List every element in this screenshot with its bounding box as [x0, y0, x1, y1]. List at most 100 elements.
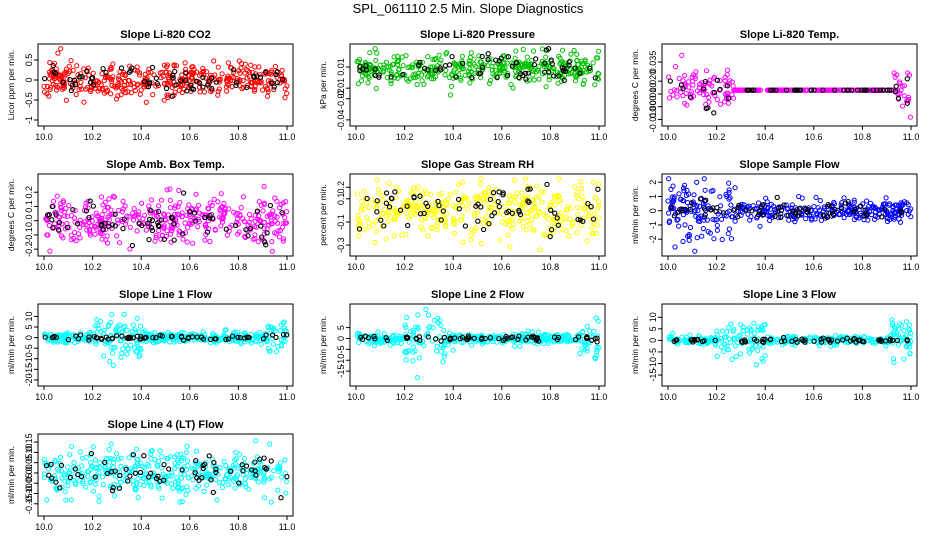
y-tick-label: 5 — [648, 326, 658, 331]
data-point — [380, 211, 386, 217]
data-point — [118, 455, 124, 461]
x-tick-label: 10.6 — [805, 132, 823, 142]
data-point — [774, 194, 780, 201]
data-point — [280, 238, 286, 244]
data-point — [367, 50, 373, 56]
data-point — [250, 473, 256, 479]
data-point — [778, 214, 784, 220]
data-point — [421, 210, 427, 217]
data-point — [504, 218, 510, 224]
data-point — [825, 201, 831, 208]
data-point — [116, 240, 123, 246]
data-point — [691, 192, 697, 198]
data-point — [551, 73, 557, 79]
data-point — [407, 76, 413, 82]
data-point — [118, 463, 124, 470]
data-point — [726, 324, 732, 330]
data-point — [110, 193, 116, 199]
data-point — [569, 223, 575, 229]
data-point — [107, 320, 113, 326]
data-point — [256, 213, 262, 219]
x-tick-label: 10.6 — [181, 522, 199, 532]
data-point — [361, 227, 367, 233]
data-point — [193, 448, 200, 454]
data-point — [682, 206, 688, 213]
data-point — [279, 67, 285, 73]
data-point — [756, 208, 762, 215]
data-point — [240, 216, 246, 222]
data-point — [393, 195, 399, 201]
data-point — [180, 231, 186, 237]
data-point — [150, 334, 156, 341]
data-point — [386, 180, 392, 186]
data-point — [783, 87, 790, 93]
data-point — [255, 80, 261, 86]
data-point — [396, 188, 402, 194]
data-point — [441, 353, 447, 359]
data-point — [697, 196, 704, 202]
data-point — [135, 462, 141, 469]
data-point — [89, 463, 95, 469]
data-point — [488, 205, 494, 211]
data-point — [465, 69, 471, 75]
data-point — [269, 248, 275, 254]
y-tick-label: 0.020 — [648, 70, 658, 93]
data-point — [104, 470, 110, 477]
data-point — [844, 335, 850, 341]
data-point — [121, 216, 127, 222]
data-point — [193, 191, 199, 197]
data-point — [767, 212, 773, 218]
data-point — [140, 216, 146, 222]
data-point — [724, 72, 730, 78]
data-point — [596, 71, 602, 77]
data-point — [373, 85, 379, 92]
data-point — [65, 483, 71, 489]
data-point — [726, 187, 732, 193]
data-point — [142, 71, 148, 77]
data-point — [190, 331, 196, 337]
data-point — [93, 341, 99, 347]
data-point — [262, 465, 268, 471]
data-point — [773, 87, 779, 93]
data-point — [578, 179, 584, 185]
data-point — [229, 73, 235, 79]
data-point — [671, 87, 678, 93]
data-point — [727, 78, 733, 84]
data-point — [160, 471, 166, 477]
data-point — [721, 99, 728, 105]
data-point — [128, 342, 134, 348]
data-point — [686, 84, 692, 90]
data-point — [509, 63, 515, 69]
data-point — [110, 362, 117, 368]
data-point — [120, 346, 126, 352]
data-point — [490, 195, 496, 201]
data-point — [421, 81, 427, 87]
y-tick-label: 0.2 — [336, 181, 346, 194]
data-point — [584, 348, 590, 354]
data-point — [756, 87, 762, 93]
data-point — [103, 237, 109, 243]
chart-panel: Slope Amb. Box Temp.10.0 10.2 10.4 10.6 10.8… — [6, 159, 295, 272]
data-point — [829, 206, 835, 213]
plot-frame — [661, 173, 918, 257]
data-point — [113, 333, 120, 339]
data-point — [102, 74, 109, 81]
data-point — [443, 67, 449, 74]
data-point — [119, 333, 125, 339]
data-point — [84, 68, 90, 75]
data-point — [792, 219, 798, 225]
data-point — [728, 236, 735, 242]
data-point — [428, 192, 434, 198]
x-tick-label: 10.4 — [444, 392, 462, 402]
data-point — [864, 87, 870, 93]
data-point — [397, 207, 404, 213]
data-point — [680, 238, 686, 244]
data-point — [415, 184, 421, 190]
data-point — [246, 486, 252, 492]
data-point — [857, 203, 863, 209]
data-point — [102, 208, 108, 214]
data-point — [572, 336, 579, 343]
data-point — [755, 348, 761, 354]
